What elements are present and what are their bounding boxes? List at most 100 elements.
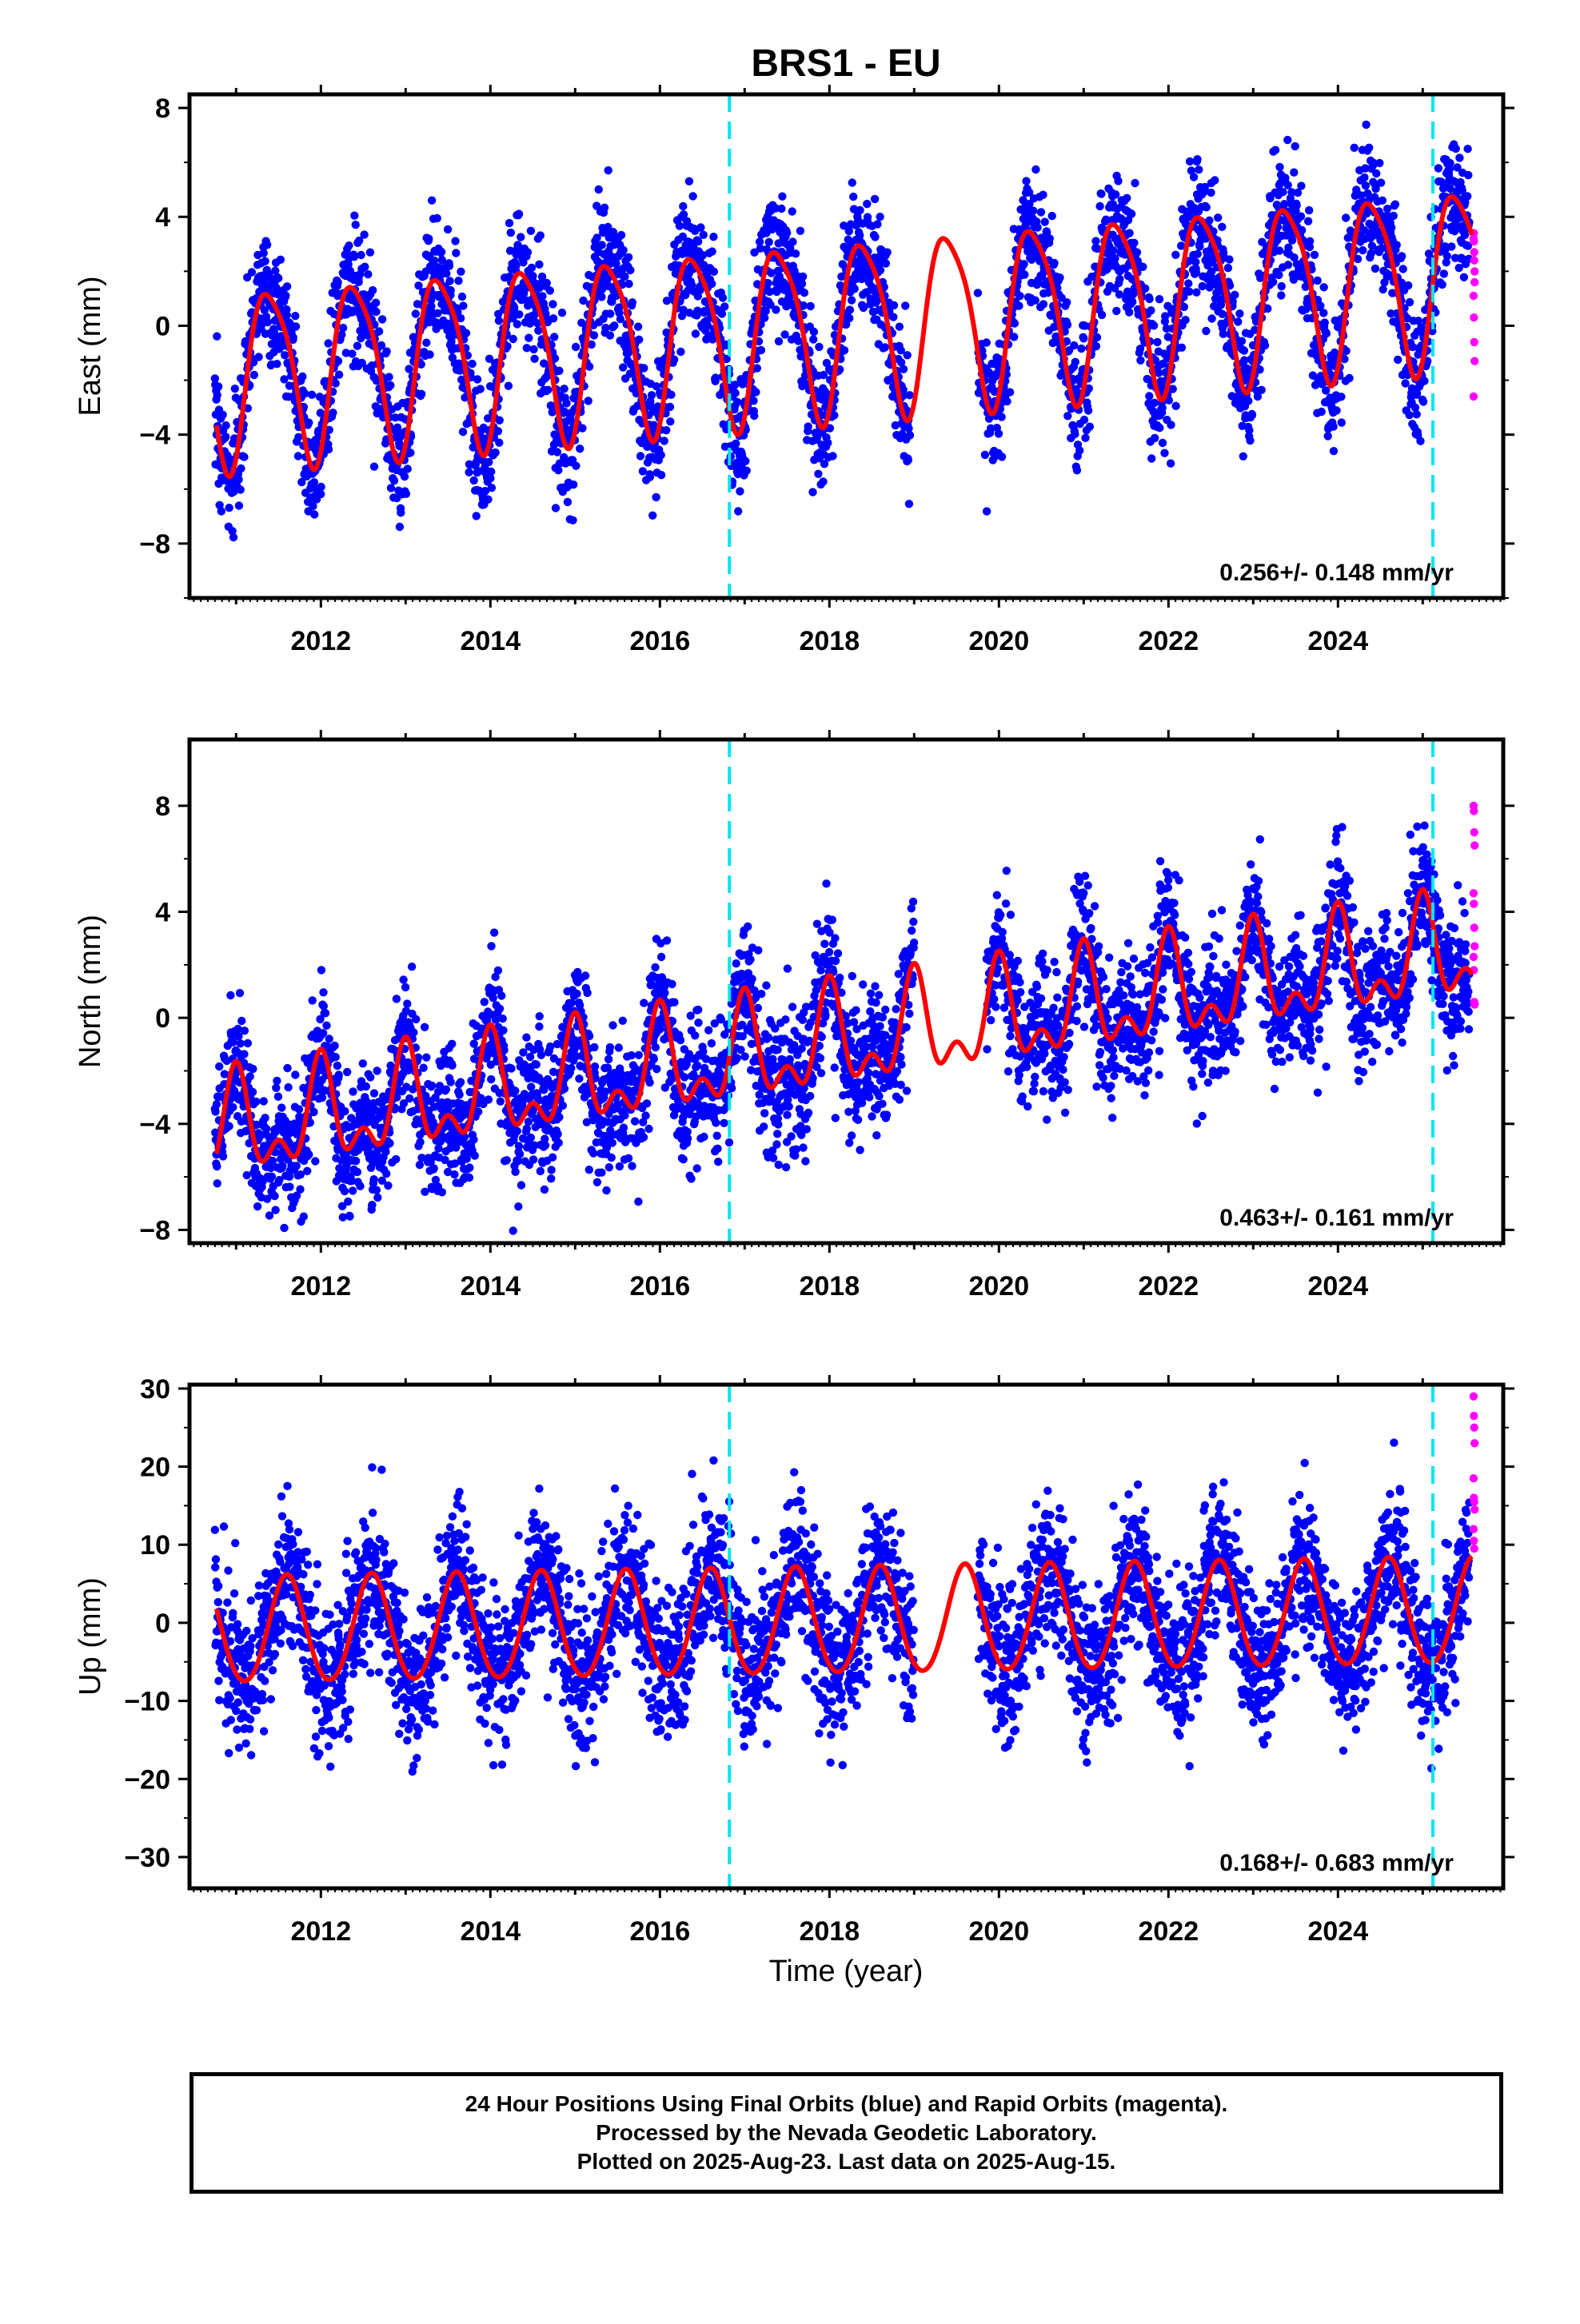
final-orbit-point bbox=[757, 346, 765, 354]
final-orbit-point bbox=[783, 229, 791, 237]
final-orbit-point bbox=[281, 292, 289, 300]
final-orbit-point bbox=[1329, 423, 1337, 431]
final-orbit-point bbox=[397, 508, 405, 516]
final-orbit-point bbox=[889, 313, 897, 321]
final-orbit-point bbox=[350, 212, 358, 220]
final-orbit-point bbox=[366, 1073, 374, 1081]
final-orbit-point bbox=[749, 397, 757, 405]
final-orbit-point bbox=[1321, 318, 1329, 326]
final-orbit-point bbox=[546, 286, 554, 294]
final-orbit-point bbox=[254, 353, 262, 361]
final-orbit-point bbox=[523, 344, 531, 352]
final-orbit-point bbox=[296, 1186, 304, 1194]
final-orbit-point bbox=[1167, 460, 1175, 468]
final-orbit-point bbox=[1351, 144, 1359, 152]
final-orbit-point bbox=[1238, 337, 1246, 345]
final-orbit-point bbox=[319, 1029, 327, 1037]
final-orbit-point bbox=[488, 484, 496, 492]
final-orbit-point bbox=[1125, 229, 1133, 237]
final-orbit-point bbox=[369, 286, 377, 294]
final-orbit-point bbox=[477, 385, 485, 393]
final-orbit-point bbox=[457, 1078, 465, 1086]
final-orbit-point bbox=[796, 227, 804, 235]
final-orbit-point bbox=[428, 197, 436, 205]
final-orbit-point bbox=[1345, 374, 1353, 382]
final-orbit-point bbox=[465, 1163, 473, 1171]
final-orbit-point bbox=[494, 427, 502, 435]
final-orbit-point bbox=[372, 308, 380, 316]
final-orbit-point bbox=[237, 1017, 245, 1025]
final-orbit-point bbox=[527, 227, 535, 235]
final-orbit-point bbox=[736, 487, 744, 495]
final-orbit-point bbox=[1332, 406, 1340, 414]
final-orbit-point bbox=[1277, 291, 1285, 299]
final-orbit-point bbox=[517, 233, 525, 241]
final-orbit-point bbox=[851, 285, 859, 293]
final-orbit-point bbox=[636, 452, 644, 460]
final-orbit-point bbox=[310, 478, 318, 486]
final-orbit-point bbox=[1063, 298, 1071, 306]
final-orbit-point bbox=[905, 500, 913, 508]
x-tick-label: 2022 bbox=[1138, 626, 1199, 656]
final-orbit-point bbox=[1155, 424, 1163, 432]
x-axis-label: Time (year) bbox=[769, 1955, 924, 1988]
final-orbit-point bbox=[425, 350, 433, 358]
final-orbit-point bbox=[1128, 298, 1136, 306]
final-orbit-point bbox=[385, 1139, 393, 1147]
final-orbit-point bbox=[848, 178, 856, 186]
final-orbit-point bbox=[1401, 379, 1409, 387]
final-orbit-point bbox=[1211, 176, 1219, 184]
final-orbit-point bbox=[1359, 246, 1367, 254]
final-orbit-point bbox=[564, 498, 572, 506]
final-orbit-point bbox=[1279, 188, 1287, 196]
final-orbit-point bbox=[1171, 402, 1179, 410]
final-orbit-point bbox=[1041, 217, 1049, 225]
final-orbit-point bbox=[384, 1182, 392, 1190]
final-orbit-point bbox=[667, 391, 675, 399]
final-orbit-point bbox=[364, 270, 372, 278]
final-orbit-point bbox=[1463, 192, 1471, 200]
final-orbit-point bbox=[401, 472, 409, 480]
final-orbit-point bbox=[416, 1138, 424, 1146]
final-orbit-point bbox=[496, 417, 504, 425]
final-orbit-point bbox=[422, 339, 430, 347]
final-orbit-point bbox=[530, 355, 538, 363]
y-tick-label: 0 bbox=[155, 311, 170, 341]
final-orbit-point bbox=[881, 343, 889, 351]
final-orbit-point bbox=[457, 268, 465, 276]
final-orbit-point bbox=[322, 1022, 330, 1030]
final-orbit-point bbox=[562, 399, 570, 407]
final-orbit-point bbox=[819, 477, 827, 485]
final-orbit-point bbox=[578, 425, 586, 433]
final-orbit-point bbox=[1391, 201, 1399, 209]
final-orbit-point bbox=[720, 302, 728, 310]
final-orbit-point bbox=[1443, 252, 1451, 260]
final-orbit-point bbox=[298, 373, 306, 381]
final-orbit-point bbox=[1225, 255, 1233, 263]
final-orbit-point bbox=[430, 1164, 438, 1172]
final-orbit-point bbox=[421, 1188, 429, 1196]
final-orbit-point bbox=[1203, 203, 1211, 211]
final-orbit-point bbox=[253, 1202, 261, 1210]
final-orbit-point bbox=[1158, 404, 1166, 412]
final-orbit-point bbox=[1139, 263, 1147, 271]
final-orbit-point bbox=[293, 1162, 301, 1170]
final-orbit-point bbox=[289, 333, 297, 341]
final-orbit-point bbox=[1130, 239, 1138, 247]
final-orbit-point bbox=[353, 342, 361, 350]
final-orbit-point bbox=[465, 468, 473, 476]
final-orbit-point bbox=[1095, 202, 1103, 210]
final-orbit-point bbox=[470, 1039, 478, 1047]
final-orbit-point bbox=[260, 1097, 268, 1105]
final-orbit-point bbox=[368, 1201, 376, 1209]
final-orbit-point bbox=[343, 1068, 351, 1076]
final-orbit-point bbox=[537, 231, 545, 239]
final-orbit-point bbox=[214, 382, 222, 390]
final-orbit-point bbox=[325, 445, 333, 453]
final-orbit-point bbox=[718, 309, 726, 317]
final-orbit-point bbox=[652, 493, 660, 501]
final-orbit-point bbox=[452, 249, 460, 257]
final-orbit-point bbox=[552, 504, 560, 512]
